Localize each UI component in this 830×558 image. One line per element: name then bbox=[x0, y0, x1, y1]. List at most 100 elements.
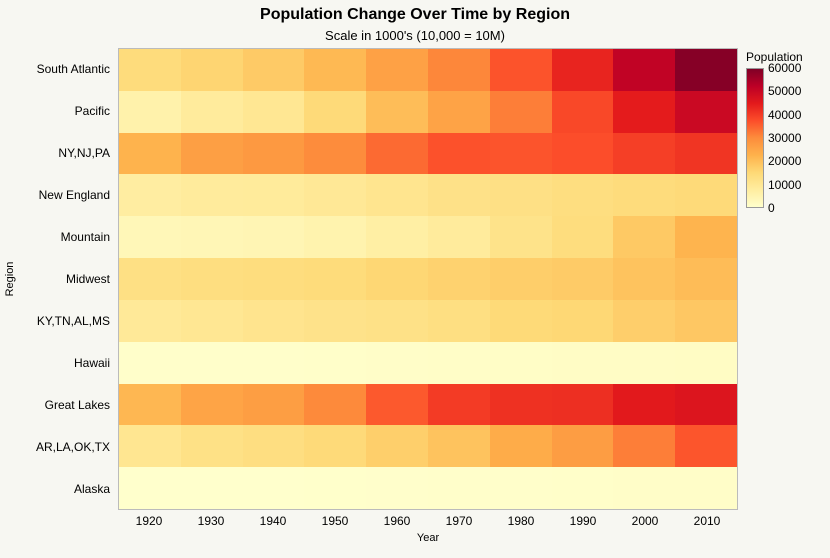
heatmap-cell bbox=[675, 342, 737, 384]
heatmap-cell bbox=[613, 91, 675, 133]
heatmap-cell bbox=[490, 216, 552, 258]
legend-tick-label: 30000 bbox=[768, 131, 801, 145]
heatmap-grid bbox=[119, 49, 737, 509]
heatmap-cell bbox=[243, 467, 305, 509]
heatmap-cell bbox=[428, 384, 490, 426]
plot-area bbox=[118, 48, 738, 510]
heatmap-cell bbox=[119, 133, 181, 175]
heatmap-cell bbox=[613, 216, 675, 258]
heatmap-cell bbox=[304, 384, 366, 426]
heatmap-cell bbox=[366, 425, 428, 467]
heatmap-cell bbox=[490, 384, 552, 426]
heatmap-cell bbox=[181, 49, 243, 91]
heatmap-cell bbox=[181, 133, 243, 175]
heatmap-cell bbox=[304, 49, 366, 91]
y-tick-label: NY,NJ,PA bbox=[0, 132, 116, 174]
heatmap-cell bbox=[119, 174, 181, 216]
x-axis-tick-labels: 1920193019401950196019701980199020002010 bbox=[118, 514, 738, 528]
legend-tick-label: 40000 bbox=[768, 108, 801, 122]
heatmap-cell bbox=[675, 91, 737, 133]
heatmap-cell bbox=[366, 216, 428, 258]
x-tick-label: 1920 bbox=[118, 514, 180, 528]
y-tick-label: South Atlantic bbox=[0, 48, 116, 90]
y-tick-label: Midwest bbox=[0, 258, 116, 300]
x-tick-label: 2000 bbox=[614, 514, 676, 528]
heatmap-cell bbox=[304, 425, 366, 467]
heatmap-cell bbox=[613, 342, 675, 384]
heatmap-cell bbox=[304, 91, 366, 133]
heatmap-cell bbox=[490, 91, 552, 133]
heatmap-cell bbox=[675, 49, 737, 91]
heatmap-cell bbox=[119, 49, 181, 91]
heatmap-cell bbox=[552, 258, 614, 300]
heatmap-cell bbox=[243, 384, 305, 426]
heatmap-cell bbox=[675, 300, 737, 342]
y-tick-label: Mountain bbox=[0, 216, 116, 258]
heatmap-cell bbox=[675, 467, 737, 509]
heatmap-cell bbox=[119, 467, 181, 509]
heatmap-cell bbox=[613, 467, 675, 509]
legend-ticks: 6000050000400003000020000100000 bbox=[768, 68, 820, 208]
y-tick-label: New England bbox=[0, 174, 116, 216]
x-tick-label: 1980 bbox=[490, 514, 552, 528]
heatmap-cell bbox=[181, 174, 243, 216]
heatmap-cell bbox=[490, 133, 552, 175]
heatmap-cell bbox=[304, 258, 366, 300]
chart-subtitle: Scale in 1000's (10,000 = 10M) bbox=[0, 28, 830, 43]
heatmap-cell bbox=[243, 49, 305, 91]
y-tick-label: KY,TN,AL,MS bbox=[0, 300, 116, 342]
heatmap-cell bbox=[181, 216, 243, 258]
legend-tick-label: 0 bbox=[768, 201, 775, 215]
heatmap-cell bbox=[304, 174, 366, 216]
heatmap-cell bbox=[552, 91, 614, 133]
y-tick-label: Great Lakes bbox=[0, 384, 116, 426]
heatmap-cell bbox=[119, 91, 181, 133]
heatmap-cell bbox=[243, 425, 305, 467]
x-tick-label: 2010 bbox=[676, 514, 738, 528]
heatmap-cell bbox=[613, 258, 675, 300]
heatmap-cell bbox=[366, 467, 428, 509]
heatmap-cell bbox=[119, 384, 181, 426]
heatmap-cell bbox=[181, 467, 243, 509]
heatmap-cell bbox=[552, 216, 614, 258]
heatmap-cell bbox=[675, 258, 737, 300]
heatmap-cell bbox=[613, 133, 675, 175]
heatmap-cell bbox=[181, 258, 243, 300]
x-tick-label: 1970 bbox=[428, 514, 490, 528]
heatmap-cell bbox=[613, 49, 675, 91]
heatmap-cell bbox=[552, 342, 614, 384]
heatmap-cell bbox=[675, 384, 737, 426]
heatmap-cell bbox=[119, 342, 181, 384]
heatmap-cell bbox=[243, 174, 305, 216]
chart-title: Population Change Over Time by Region bbox=[0, 6, 830, 24]
heatmap-cell bbox=[428, 216, 490, 258]
heatmap-cell bbox=[613, 425, 675, 467]
y-tick-label: Alaska bbox=[0, 468, 116, 510]
x-tick-label: 1940 bbox=[242, 514, 304, 528]
heatmap-cell bbox=[243, 91, 305, 133]
heatmap-chart: Population Change Over Time by Region Sc… bbox=[0, 0, 830, 558]
heatmap-cell bbox=[243, 216, 305, 258]
heatmap-cell bbox=[428, 342, 490, 384]
heatmap-cell bbox=[304, 216, 366, 258]
heatmap-cell bbox=[243, 133, 305, 175]
heatmap-cell bbox=[552, 49, 614, 91]
heatmap-cell bbox=[428, 300, 490, 342]
y-axis-tick-labels: South AtlanticPacificNY,NJ,PANew England… bbox=[0, 48, 116, 510]
heatmap-cell bbox=[490, 49, 552, 91]
heatmap-cell bbox=[490, 342, 552, 384]
legend-colorbar bbox=[746, 68, 764, 208]
y-tick-label: AR,LA,OK,TX bbox=[0, 426, 116, 468]
x-tick-label: 1930 bbox=[180, 514, 242, 528]
heatmap-cell bbox=[366, 384, 428, 426]
heatmap-cell bbox=[428, 174, 490, 216]
legend-tick-label: 60000 bbox=[768, 61, 801, 75]
heatmap-cell bbox=[181, 384, 243, 426]
heatmap-cell bbox=[366, 91, 428, 133]
heatmap-cell bbox=[613, 384, 675, 426]
heatmap-cell bbox=[428, 425, 490, 467]
heatmap-cell bbox=[304, 300, 366, 342]
y-tick-label: Hawaii bbox=[0, 342, 116, 384]
heatmap-cell bbox=[552, 467, 614, 509]
heatmap-cell bbox=[675, 216, 737, 258]
